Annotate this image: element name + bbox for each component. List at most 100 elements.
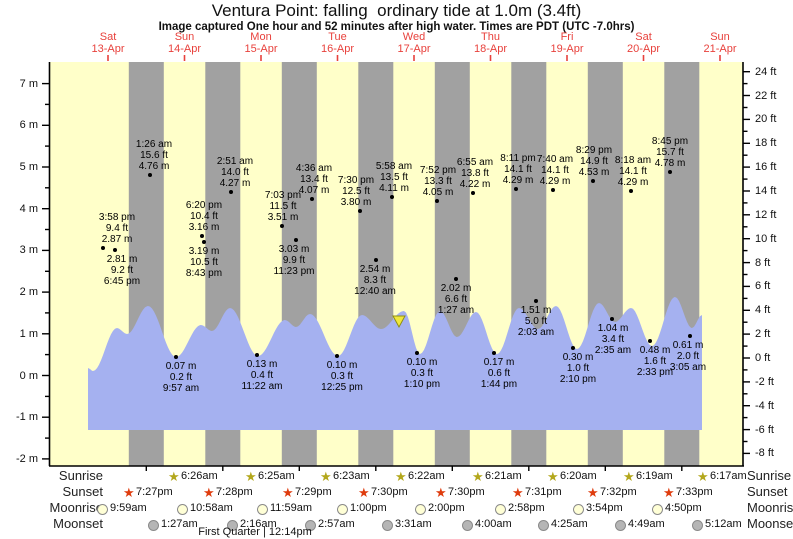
tide-height-m: 2.87 m <box>101 234 133 245</box>
tide-height-ft: 0.3 ft <box>410 368 434 379</box>
right-axis-tick-label: 6 ft <box>755 280 771 293</box>
sunrise-star: ★ <box>245 469 257 484</box>
low-tide-annotation: 2.81 m 9.2 ft 6:45 pm <box>80 254 164 287</box>
tide-height-ft: 15.7 ft <box>656 147 684 158</box>
high-tide-annotation: 2:51 am 14.0 ft 4.27 m <box>193 156 277 189</box>
tide-height-ft: 1.0 ft <box>566 363 590 374</box>
tide-time: 12:25 pm <box>321 382 363 393</box>
moonset-circle <box>462 520 473 531</box>
day-date: 16-Apr <box>320 43 355 55</box>
day-date: 17-Apr <box>397 43 431 55</box>
tide-point-dot <box>174 355 178 359</box>
right-axis-tick-label: 18 ft <box>755 137 777 150</box>
day-date: 13-Apr <box>91 43 125 55</box>
tide-point-dot <box>629 189 633 193</box>
day-header: Tue 16-Apr <box>306 31 370 55</box>
tide-height-ft: 13.4 ft <box>300 174 328 185</box>
footer-time: 7:28pm <box>216 486 253 498</box>
tide-point-dot <box>358 209 362 213</box>
tide-time: 3:58 pm <box>98 212 136 223</box>
tide-height-m: 4.53 m <box>578 167 610 178</box>
footer-time: 6:17am <box>710 470 747 482</box>
sunset-star: ★ <box>587 485 599 500</box>
tide-height-ft: 14.0 ft <box>221 167 249 178</box>
sunrise-star: ★ <box>395 469 407 484</box>
tide-height-ft: 9.9 ft <box>282 255 306 266</box>
tide-point-dot <box>591 179 595 183</box>
footer-time: 7:27pm <box>136 486 173 498</box>
footer-time: 7:31pm <box>525 486 562 498</box>
low-tide-annotation: 0.48 m 1.6 ft 2:33 pm <box>613 345 697 378</box>
sunset-star: ★ <box>203 485 215 500</box>
tide-point-dot <box>390 195 394 199</box>
tide-height-ft: 8.3 ft <box>363 275 387 286</box>
left-axis-tick-label: 2 m <box>19 286 38 299</box>
left-axis-tick-label: 4 m <box>19 202 38 215</box>
day-date: 19-Apr <box>550 43 584 55</box>
right-axis-tick-label: 10 ft <box>755 232 777 245</box>
tide-height-ft: 9.4 ft <box>105 223 129 234</box>
day-name: Thu <box>481 31 500 43</box>
footer-row-label-left: Moonset <box>53 516 103 531</box>
moonset-circle <box>538 520 549 531</box>
sunrise-star: ★ <box>623 469 635 484</box>
tide-height-ft: 13.3 ft <box>424 176 452 187</box>
day-name: Sun <box>174 31 195 43</box>
sunrise-star: ★ <box>320 469 332 484</box>
footer-time: 4:50pm <box>665 502 702 514</box>
tide-height-ft: 10.4 ft <box>190 211 218 222</box>
footer-time: 1:27am <box>161 518 198 530</box>
high-tide-annotation: 8:18 am 14.1 ft 4.29 m <box>591 155 675 188</box>
tide-point-dot <box>435 199 439 203</box>
tide-height-ft: 14.1 ft <box>541 165 569 176</box>
tide-height-ft: 9.2 ft <box>110 265 134 276</box>
tide-point-dot <box>688 334 692 338</box>
footer-time: 5:12am <box>705 518 742 530</box>
high-tide-annotation: 8:11 pm 14.1 ft 4.29 m <box>476 153 560 186</box>
right-axis-tick-label: -6 ft <box>755 423 774 436</box>
low-tide-annotation: 0.13 m 0.4 ft 11:22 am <box>220 359 304 392</box>
right-axis-tick-label: -8 ft <box>755 447 774 460</box>
high-tide-annotation: 7:30 pm 12.5 ft 3.80 m <box>314 175 398 208</box>
tide-height-m: 4.05 m <box>422 187 454 198</box>
tide-height-m: 0.07 m <box>165 361 197 372</box>
right-axis-tick-label: 4 ft <box>755 304 771 317</box>
tide-height-ft: 6.6 ft <box>444 294 468 305</box>
tide-height-ft: 3.4 ft <box>601 334 625 345</box>
tide-height-m: 2.54 m <box>359 264 391 275</box>
tide-height-m: 0.61 m <box>672 340 704 351</box>
high-tide-annotation: 7:40 am 14.1 ft 4.29 m <box>513 154 597 187</box>
day-date: 21-Apr <box>703 43 737 55</box>
sunrise-star: ★ <box>547 469 559 484</box>
tide-time: 8:45 pm <box>651 136 689 147</box>
tide-time: 7:52 pm <box>419 165 457 176</box>
footer-row-label-right: Moonrise <box>747 500 793 515</box>
footer-time: 2:16am <box>240 518 277 530</box>
page-subtitle: Image captured One hour and 52 minutes a… <box>158 21 635 33</box>
footer-time: 7:32pm <box>600 486 637 498</box>
day-header: Mon 15-Apr <box>229 31 293 55</box>
tide-time: 8:18 am <box>614 155 652 166</box>
tide-point-dot <box>514 187 518 191</box>
tide-height-ft: 0.3 ft <box>330 371 354 382</box>
tide-time: 8:29 pm <box>575 145 613 156</box>
moonset-circle <box>692 520 703 531</box>
moonrise-circle <box>415 504 426 515</box>
day-date: 14-Apr <box>167 43 202 55</box>
day-name: Wed <box>402 31 426 43</box>
moonset-circle <box>615 520 626 531</box>
footer-time: 4:25am <box>551 518 588 530</box>
left-axis-tick-label: 5 m <box>19 161 38 173</box>
tide-height-m: 2.02 m <box>440 283 472 294</box>
tide-point-dot <box>101 246 105 250</box>
current-tide-marker-icon <box>392 315 406 329</box>
right-axis-tick-label: 0 ft <box>755 352 771 364</box>
sunset-star: ★ <box>123 485 135 500</box>
tide-point-dot <box>113 248 117 252</box>
footer-time: 2:57am <box>318 518 355 530</box>
high-tide-annotation: 7:52 pm 13.3 ft 4.05 m <box>396 165 480 198</box>
day-header: Thu 18-Apr <box>459 31 523 55</box>
day-name: Mon <box>250 31 272 43</box>
low-tide-annotation: 3.19 m 10.5 ft 8:43 pm <box>162 246 246 279</box>
